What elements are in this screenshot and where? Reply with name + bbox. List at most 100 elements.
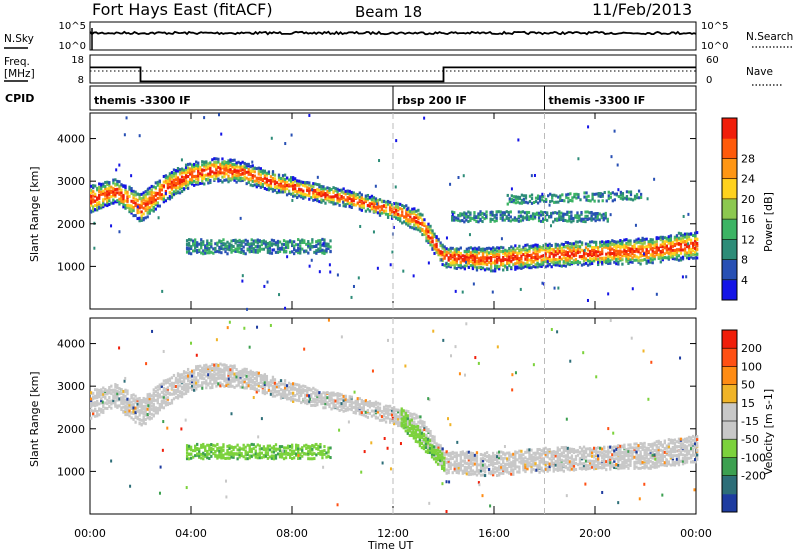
echo-cell [116,396,119,400]
noise-cell [687,212,690,216]
echo-cell [289,192,293,196]
echo-cell [696,244,699,248]
echo-cell [506,468,509,472]
echo-cell [552,248,555,252]
echo-cell [227,168,230,172]
echo-cell [242,251,245,255]
echo-cell [160,399,163,403]
noise-cell [328,263,331,267]
echo-cell [188,379,192,383]
echo-cell [108,401,111,405]
echo-cell [199,165,202,169]
noise-cell [490,210,493,214]
echo-cell [465,218,468,222]
echo-cell [512,250,515,254]
echo-cell [215,157,218,161]
echo-cell [475,253,479,257]
echo-cell [598,218,601,222]
echo-cell [366,203,370,207]
echo-cell [496,457,499,461]
echo-cell [104,180,107,184]
echo-cell [180,179,184,183]
echo-cell [637,196,641,200]
echo-cell [512,459,515,463]
echo-cell [187,238,191,242]
echo-cell [358,198,361,202]
echo-cell [269,389,273,393]
echo-cell [271,176,275,180]
echo-cell [324,187,327,191]
echo-cell [170,171,174,175]
echo-cell [215,163,218,167]
echo-cell [539,210,543,214]
noise-cell [607,292,610,296]
echo-cell [124,190,127,194]
echo-cell [231,177,234,181]
echo-cell [130,211,133,215]
echo-cell [386,411,390,415]
echo-cell [580,219,583,223]
echo-cell [605,256,608,260]
echo-cell [473,246,477,250]
echo-cell [142,407,145,411]
echo-cell [279,392,283,396]
echo-cell [297,251,300,255]
echo-cell [691,253,695,257]
echo-cell [94,388,97,392]
echo-cell [550,244,553,248]
echo-cell [372,409,376,413]
echo-cell [148,403,151,407]
echo-cell [233,385,236,389]
echo-cell [144,400,147,404]
echo-cell [124,188,127,192]
echo-cell [152,197,155,201]
echo-cell [384,411,388,415]
echo-cell [241,368,244,372]
echo-cell [548,245,551,249]
echo-cell [217,371,220,375]
echo-cell [120,398,123,402]
echo-cell [336,392,339,396]
echo-cell [192,239,195,243]
echo-cell [401,213,404,217]
echo-cell [124,206,127,210]
echo-cell [281,174,285,178]
echo-cell [560,246,563,250]
echo-cell [160,196,163,200]
echo-cell [255,377,258,381]
echo-cell [619,251,622,255]
echo-cell [522,261,525,265]
echo-cell [282,243,286,247]
echo-cell [195,376,198,380]
echo-cell [297,248,300,252]
echo-cell [294,382,297,386]
echo-cell [445,450,448,454]
echo-cell [489,247,493,251]
echo-cell [150,190,153,194]
echo-cell [251,380,254,384]
echo-cell [324,394,327,398]
echo-cell [279,396,283,400]
echo-cell [172,381,176,385]
echo-cell [200,251,203,255]
echo-cell [346,202,349,206]
echo-cell [281,190,285,194]
echo-cell [459,463,462,467]
echo-cell [217,173,220,177]
echo-cell [156,400,159,404]
echo-cell [158,189,161,193]
echo-cell [390,204,394,208]
noise-cell [462,174,465,178]
echo-cell [106,187,109,191]
echo-cell [178,184,182,188]
echo-cell [231,384,234,388]
echo-cell [277,381,281,385]
echo-cell [197,169,200,173]
echo-cell [504,253,507,257]
echo-cell [542,254,545,258]
echo-cell [633,239,636,243]
echo-cell [597,263,600,267]
echo-cell [254,239,257,243]
echo-cell [283,173,287,177]
echo-cell [270,251,274,255]
